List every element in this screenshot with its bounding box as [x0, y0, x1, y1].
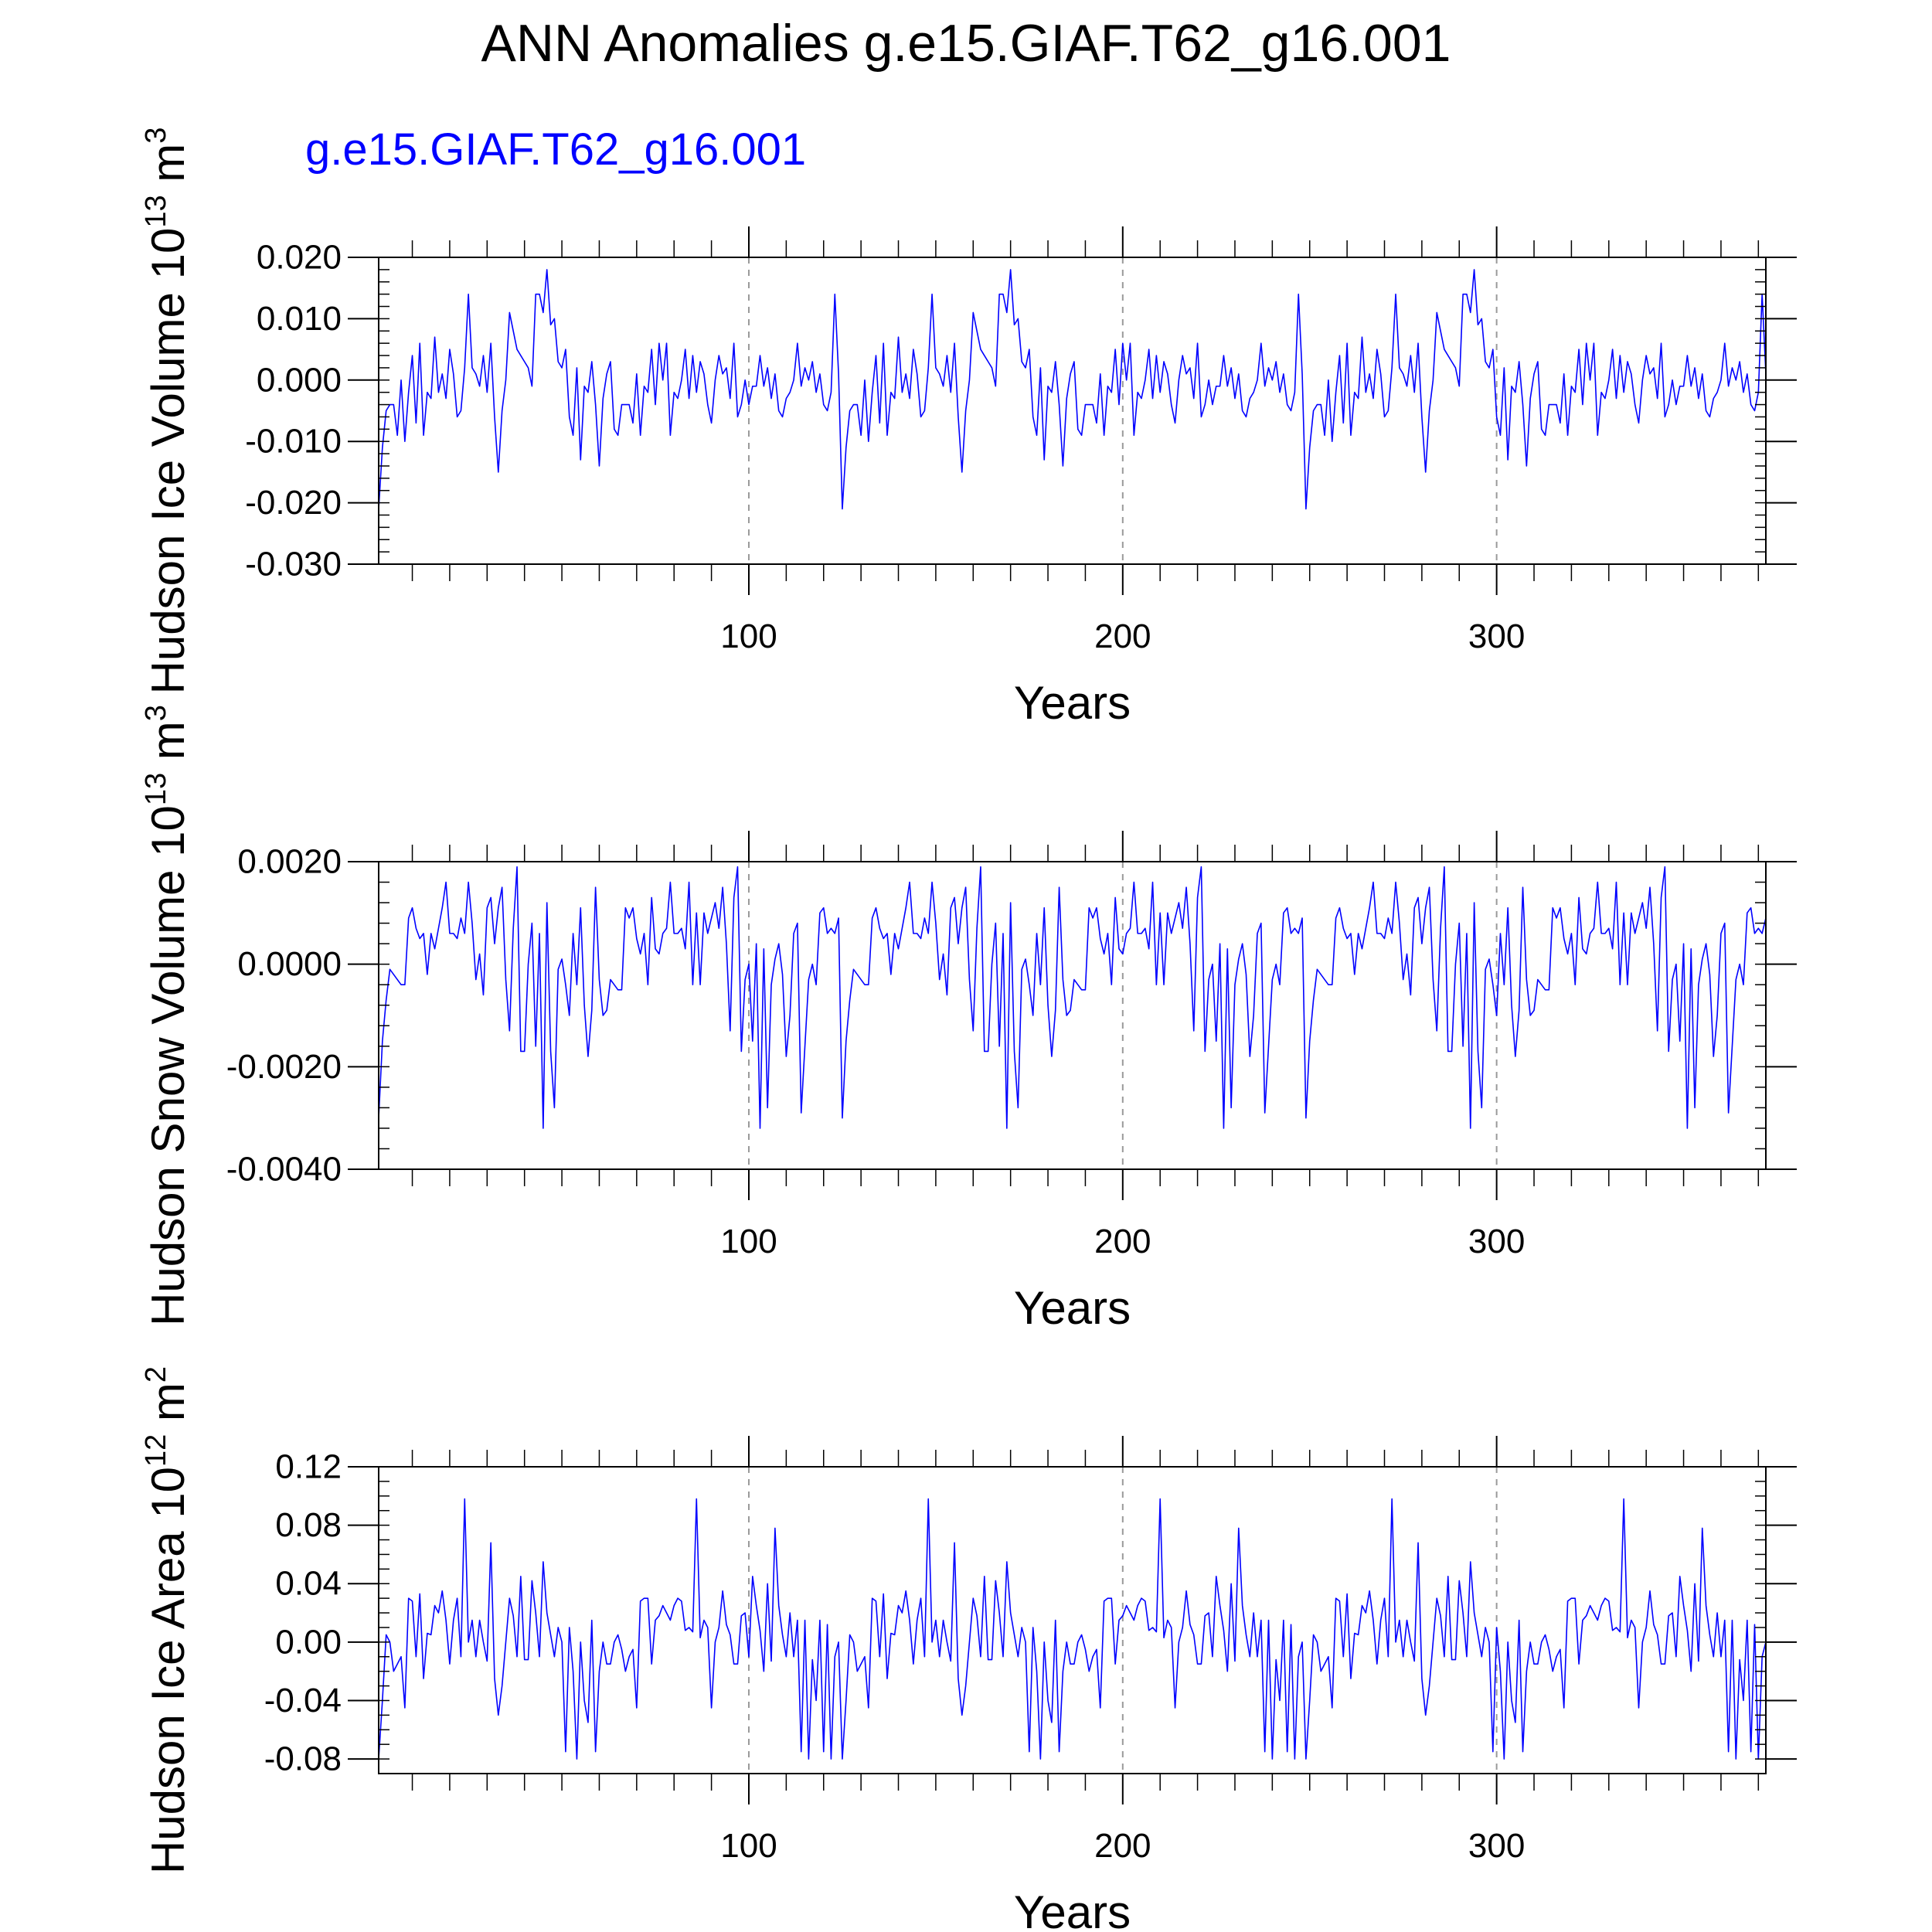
x-tick-label: 300	[1468, 617, 1525, 655]
y-tick-label: -0.020	[245, 484, 342, 522]
plot-frame	[378, 257, 1767, 565]
x-tick-label: 100	[720, 617, 777, 655]
y-tick-label: 0.0020	[237, 843, 342, 881]
x-tick-label: 100	[720, 1223, 777, 1260]
plot-frame	[378, 861, 1767, 1170]
plot-frame	[378, 1466, 1767, 1774]
y-tick-label: -0.08	[264, 1740, 342, 1778]
x-tick-label: 200	[1094, 1223, 1151, 1260]
y-tick-label: 0.010	[257, 300, 342, 338]
panel-2: 0.0020 0.0000 -0.0020 -0.0040 100 200 300 Years…	[140, 705, 1797, 1334]
y-tick-label: 0.020	[257, 239, 342, 277]
chart-title: ANN Anomalies g.e15.GIAF.T62_g16.001	[481, 14, 1451, 73]
y-tick-label: 0.000	[257, 361, 342, 399]
y-tick-label: -0.04	[264, 1682, 342, 1719]
panel-1: 0.020 0.010 0.000 -0.010 -0.020 -0.030 100 200 3…	[140, 128, 1797, 729]
x-tick-label: 200	[1094, 1827, 1151, 1865]
x-axis-label: Years	[1014, 1886, 1131, 1932]
data-line	[378, 1498, 1767, 1760]
series-label: g.e15.GIAF.T62_g16.001	[305, 124, 807, 175]
y-axis-label: Hudson Ice Volume 1013 m3	[140, 128, 194, 695]
x-tick-label: 200	[1094, 617, 1151, 655]
y-tick-label: 0.0000	[237, 945, 342, 983]
x-axis-label: Years	[1014, 1282, 1131, 1334]
y-axis-label: Hudson Snow Volume 1013 m3	[140, 705, 194, 1326]
x-tick-label: 300	[1468, 1827, 1525, 1865]
y-tick-label: 0.12	[275, 1448, 342, 1486]
y-tick-label: -0.0040	[226, 1151, 342, 1189]
x-axis-label: Years	[1014, 677, 1131, 729]
data-line	[378, 269, 1767, 510]
y-tick-label: -0.010	[245, 423, 342, 461]
x-tick-label: 100	[720, 1827, 777, 1865]
x-tick-label: 300	[1468, 1223, 1525, 1260]
y-tick-label: 0.08	[275, 1506, 342, 1544]
y-tick-label: -0.0020	[226, 1048, 342, 1086]
data-line	[378, 866, 1767, 1129]
y-tick-label: 0.00	[275, 1623, 342, 1661]
panel-3: 0.12 0.08 0.04 0.00 -0.04 -0.08 100 200 300 Years…	[140, 1366, 1797, 1932]
y-tick-label: -0.030	[245, 546, 342, 583]
y-tick-label: 0.04	[275, 1565, 342, 1603]
y-axis-label: Hudson Ice Area 1012 m2	[140, 1366, 194, 1874]
